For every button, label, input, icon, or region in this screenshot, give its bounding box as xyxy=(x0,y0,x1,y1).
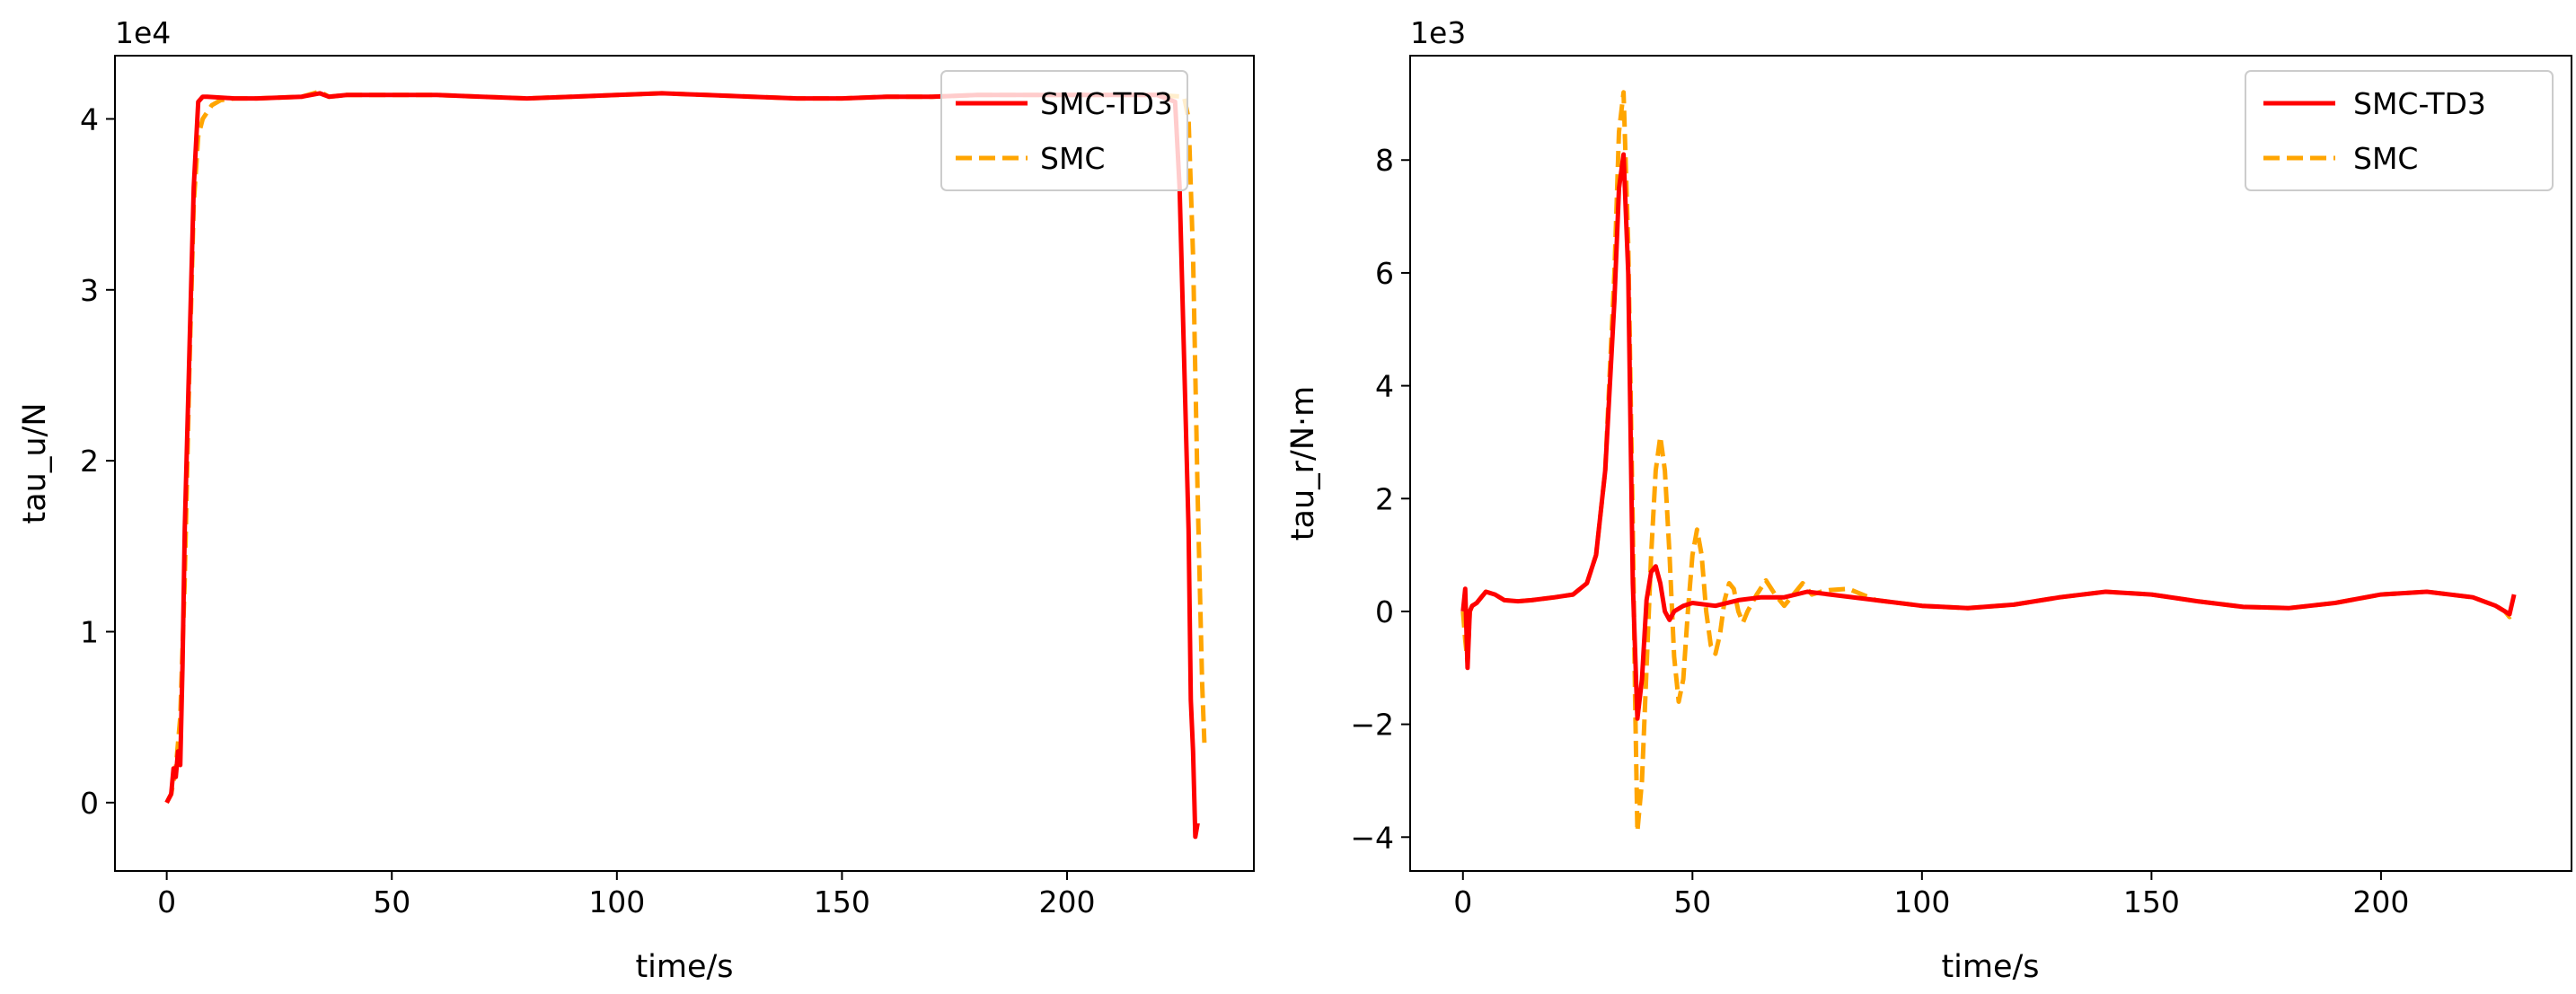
y-axis-label: tau_u/N xyxy=(17,402,53,523)
legend-box xyxy=(940,70,1188,191)
series-line-smc-td3 xyxy=(164,91,1200,840)
x-tick-label: 150 xyxy=(2123,884,2180,919)
x-tick-label: 200 xyxy=(2352,884,2409,919)
series-layer xyxy=(1460,90,2517,834)
x-tick-label: 100 xyxy=(588,884,645,919)
chart-panel-thrust: 0 50 100 150 200 0 1 2 3 4 1e4 time/s tau_u/N SM… xyxy=(17,15,1255,985)
plot-area-frame xyxy=(1409,55,2572,872)
legend: SMC-TD3 SMC xyxy=(2245,70,2554,191)
y-tick-label: 0 xyxy=(1375,594,1394,629)
legend-label-smc-td3: SMC-TD3 xyxy=(1040,86,1173,121)
series-line-smc-td3 xyxy=(1460,152,2517,721)
x-axis-label: time/s xyxy=(635,949,733,985)
y-tick-label: 4 xyxy=(1375,369,1394,404)
series-line-smc xyxy=(1460,90,2517,834)
x-tick-label: 150 xyxy=(814,884,870,919)
chart-panel-torque: 0 50 100 150 200 −4 −2 0 2 4 6 8 1e3 time/s tau_r/… xyxy=(1285,15,2572,985)
y-tick-label: 8 xyxy=(1375,143,1394,178)
y-tick-label: 1 xyxy=(80,615,99,650)
series-line-smc xyxy=(164,89,1207,805)
x-tick-label: 0 xyxy=(1453,884,1472,919)
x-axis-label: time/s xyxy=(1941,949,2039,985)
y-tick-label: −4 xyxy=(1350,820,1394,855)
legend-box xyxy=(2245,70,2554,191)
legend-label-smc-td3: SMC-TD3 xyxy=(2353,86,2486,121)
legend: SMC-TD3 SMC xyxy=(940,70,1188,191)
x-axis-ticks: 0 50 100 150 200 xyxy=(1453,871,2409,919)
y-axis-ticks: −4 −2 0 2 4 6 8 xyxy=(1350,143,1410,855)
y-tick-label: 3 xyxy=(80,273,99,308)
plot-area-frame xyxy=(114,55,1255,872)
series-layer xyxy=(164,89,1207,840)
y-tick-label: 2 xyxy=(1375,481,1394,516)
y-tick-label: 4 xyxy=(80,101,99,136)
y-axis-ticks: 0 1 2 3 4 xyxy=(80,101,115,821)
y-offset-label: 1e3 xyxy=(1410,15,1466,50)
x-tick-label: 50 xyxy=(1673,884,1711,919)
y-axis-label: tau_r/N·m xyxy=(1285,386,1321,541)
y-tick-label: 0 xyxy=(80,786,99,821)
y-tick-label: 2 xyxy=(80,444,99,479)
x-tick-label: 50 xyxy=(373,884,410,919)
x-axis-ticks: 0 50 100 150 200 xyxy=(157,871,1096,919)
legend-label-smc: SMC xyxy=(1040,141,1105,176)
legend-label-smc: SMC xyxy=(2353,141,2418,176)
x-tick-label: 200 xyxy=(1039,884,1096,919)
x-tick-label: 0 xyxy=(157,884,176,919)
y-tick-label: 6 xyxy=(1375,256,1394,291)
y-tick-label: −2 xyxy=(1350,708,1394,743)
y-offset-label: 1e4 xyxy=(115,15,171,50)
x-tick-label: 100 xyxy=(1893,884,1950,919)
